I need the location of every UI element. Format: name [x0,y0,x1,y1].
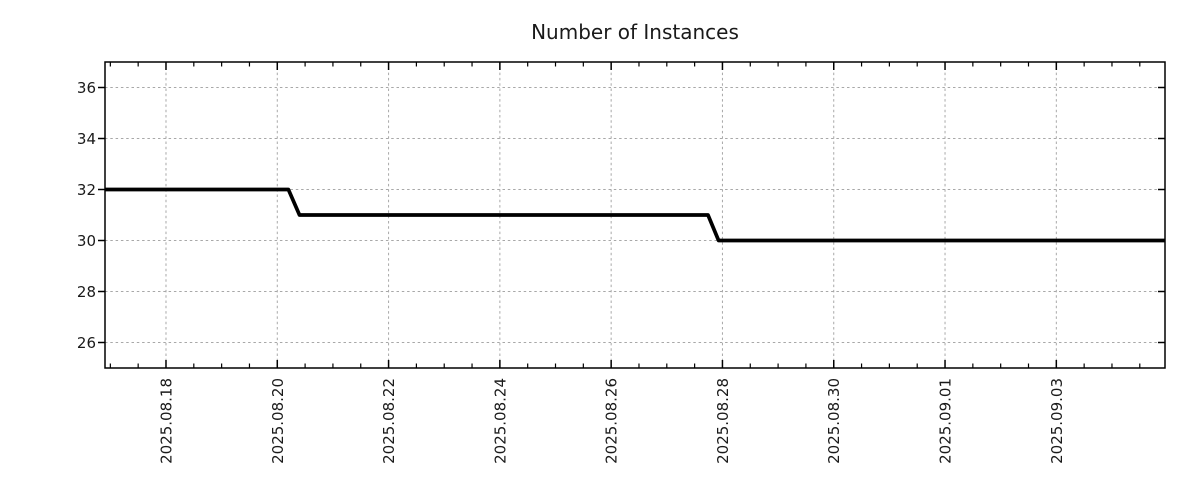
x-tick-label: 2025.08.30 [825,378,843,464]
x-tick-label: 2025.08.26 [603,378,621,464]
y-tick-label: 30 [77,232,96,250]
label-layer: 26 28 30 32 34 36 2025.08.18 2025.08.20 2025.08.… [77,79,1066,464]
series-layer [105,187,1165,243]
x-tick-label: 2025.08.22 [380,378,398,464]
chart-title: Number of Instances [531,20,739,44]
y-tick-label: 26 [77,334,96,352]
y-tick-label: 36 [77,79,96,97]
x-tick-label: 2025.08.28 [714,378,732,464]
x-tick-label: 2025.09.01 [937,378,955,464]
x-tick-label: 2025.08.18 [157,378,175,464]
y-tick-label: 34 [77,130,96,148]
plot-border [104,61,1166,369]
x-tick-label: 2025.08.20 [269,378,287,464]
axis-layer [98,61,1166,369]
x-tick-label: 2025.08.24 [491,378,509,464]
y-tick-label: 28 [77,283,96,301]
y-tick-label: 32 [77,181,96,199]
x-tick-label: 2025.09.03 [1048,378,1066,464]
data-line-instances [105,187,1165,243]
